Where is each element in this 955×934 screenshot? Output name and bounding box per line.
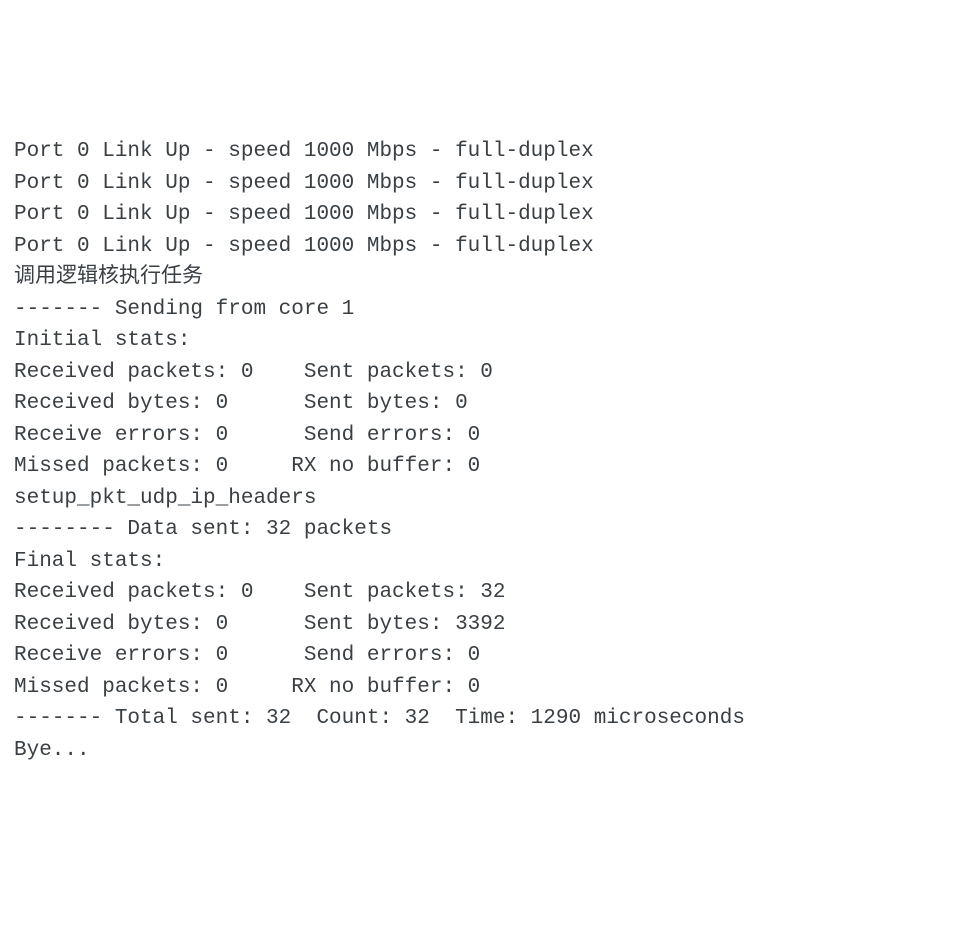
log-line: Bye... bbox=[14, 735, 941, 767]
log-line: Port 0 Link Up - speed 1000 Mbps - full-… bbox=[14, 231, 941, 263]
log-line: Received packets: 0 Sent packets: 32 bbox=[14, 577, 941, 609]
log-line: -------- Data sent: 32 packets bbox=[14, 514, 941, 546]
log-line: Receive errors: 0 Send errors: 0 bbox=[14, 420, 941, 452]
log-line: Received bytes: 0 Sent bytes: 3392 bbox=[14, 609, 941, 641]
log-line: Port 0 Link Up - speed 1000 Mbps - full-… bbox=[14, 168, 941, 200]
log-line: Missed packets: 0 RX no buffer: 0 bbox=[14, 451, 941, 483]
log-line: setup_pkt_udp_ip_headers bbox=[14, 483, 941, 515]
log-line: ------- Sending from core 1 bbox=[14, 294, 941, 326]
terminal-output: Port 0 Link Up - speed 1000 Mbps - full-… bbox=[14, 136, 941, 766]
log-line: Final stats: bbox=[14, 546, 941, 578]
log-line: 调用逻辑核执行任务 bbox=[14, 262, 941, 294]
log-line: Received bytes: 0 Sent bytes: 0 bbox=[14, 388, 941, 420]
log-line: Received packets: 0 Sent packets: 0 bbox=[14, 357, 941, 389]
log-line: Receive errors: 0 Send errors: 0 bbox=[14, 640, 941, 672]
log-line: Port 0 Link Up - speed 1000 Mbps - full-… bbox=[14, 136, 941, 168]
log-line: ------- Total sent: 32 Count: 32 Time: 1… bbox=[14, 703, 941, 735]
log-line: Port 0 Link Up - speed 1000 Mbps - full-… bbox=[14, 199, 941, 231]
log-line: Initial stats: bbox=[14, 325, 941, 357]
log-line: Missed packets: 0 RX no buffer: 0 bbox=[14, 672, 941, 704]
